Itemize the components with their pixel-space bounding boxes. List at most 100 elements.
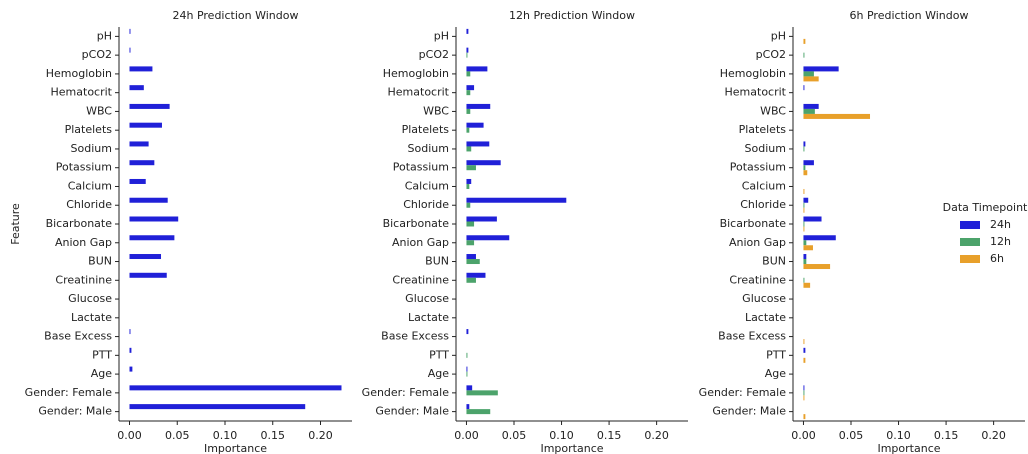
bar	[466, 197, 567, 203]
panel-title: 6h Prediction Window	[850, 9, 969, 22]
bar	[803, 66, 839, 72]
x-axis-label: Importance	[877, 442, 940, 454]
bar	[129, 385, 342, 391]
x-tick-label: 0.15	[597, 429, 622, 442]
bar	[129, 141, 149, 147]
bar	[129, 122, 162, 128]
bar	[466, 216, 497, 222]
legend-swatch	[960, 221, 980, 229]
bar	[803, 282, 811, 288]
y-tick-label: Anion Gap	[729, 236, 786, 249]
y-tick-label: BUN	[88, 255, 112, 268]
bar	[466, 90, 471, 96]
bar	[803, 339, 805, 345]
bar	[466, 160, 501, 166]
bar	[466, 85, 475, 91]
bar	[803, 108, 815, 114]
bar	[466, 277, 476, 283]
y-tick-label: pCO2	[82, 48, 112, 61]
bar	[466, 28, 469, 34]
y-tick-label: Hematocrit	[725, 86, 787, 99]
x-tick-label: 0.20	[308, 429, 333, 442]
bar	[466, 371, 468, 377]
x-tick-label: 0.10	[213, 429, 238, 442]
y-tick-label: Gender: Female	[362, 386, 450, 399]
bar	[803, 385, 805, 391]
bar	[466, 352, 468, 358]
y-tick-label: Hemoglobin	[720, 67, 786, 80]
y-tick-label: Calcium	[742, 179, 786, 192]
bar	[803, 221, 805, 227]
y-tick-label: Hemoglobin	[46, 67, 112, 80]
bar	[129, 216, 179, 222]
bar	[803, 264, 831, 270]
bar	[803, 254, 807, 260]
bar	[466, 240, 475, 246]
bar	[129, 235, 175, 241]
y-tick-label: PTT	[429, 348, 449, 361]
y-tick-label: pH	[97, 29, 112, 42]
bar	[466, 66, 488, 72]
bar	[466, 409, 491, 415]
y-tick-label: Lactate	[71, 311, 112, 324]
bar	[803, 207, 805, 213]
x-tick-label: 0.05	[165, 429, 190, 442]
bar	[466, 71, 471, 77]
panel-title: 12h Prediction Window	[509, 9, 635, 22]
bar	[803, 240, 807, 246]
y-tick-label: Calcium	[405, 179, 449, 192]
y-tick-label: Glucose	[405, 292, 449, 305]
y-tick-label: Age	[765, 367, 787, 380]
bar	[129, 272, 167, 278]
bar	[466, 385, 473, 391]
y-tick-label: Age	[428, 367, 450, 380]
y-tick-label: Hematocrit	[51, 86, 113, 99]
y-tick-label: pH	[771, 29, 786, 42]
bar	[466, 235, 510, 241]
y-tick-label: Platelets	[65, 123, 113, 136]
x-tick-label: 0.10	[549, 429, 574, 442]
bar	[129, 160, 155, 166]
bar	[466, 47, 469, 53]
y-tick-label: WBC	[423, 104, 449, 117]
bar	[803, 52, 805, 58]
y-tick-label: Chloride	[403, 198, 449, 211]
x-tick-label: 0.15	[260, 429, 285, 442]
bar	[803, 170, 808, 176]
y-tick-label: Creatinine	[729, 273, 786, 286]
legend-label: 24h	[990, 218, 1011, 231]
y-tick-label: PTT	[92, 348, 112, 361]
bar	[803, 188, 805, 194]
bar	[466, 103, 491, 109]
bar	[466, 183, 470, 189]
bar	[803, 103, 819, 109]
bar	[803, 141, 806, 147]
bar	[466, 390, 498, 396]
bar	[129, 404, 306, 410]
y-tick-label: Lactate	[408, 311, 449, 324]
bar	[803, 85, 805, 91]
y-tick-label: Gender: Male	[712, 405, 786, 418]
bar	[129, 347, 132, 353]
bar	[803, 38, 806, 44]
x-tick-label: 0.20	[981, 429, 1006, 442]
bar	[466, 122, 484, 128]
y-tick-label: Hematocrit	[388, 86, 450, 99]
bar	[129, 66, 153, 72]
bar	[803, 235, 836, 241]
y-tick-label: BUN	[425, 255, 449, 268]
bar	[129, 254, 162, 260]
bar	[466, 221, 475, 227]
bar	[803, 146, 805, 152]
x-axis-label: Importance	[204, 442, 267, 454]
bar	[466, 141, 490, 147]
y-tick-label: Anion Gap	[392, 236, 449, 249]
legend-label: 6h	[990, 252, 1004, 265]
y-tick-label: pH	[434, 29, 449, 42]
bar	[803, 347, 806, 353]
y-tick-label: BUN	[762, 255, 786, 268]
bar	[803, 395, 805, 401]
bar	[466, 108, 471, 114]
